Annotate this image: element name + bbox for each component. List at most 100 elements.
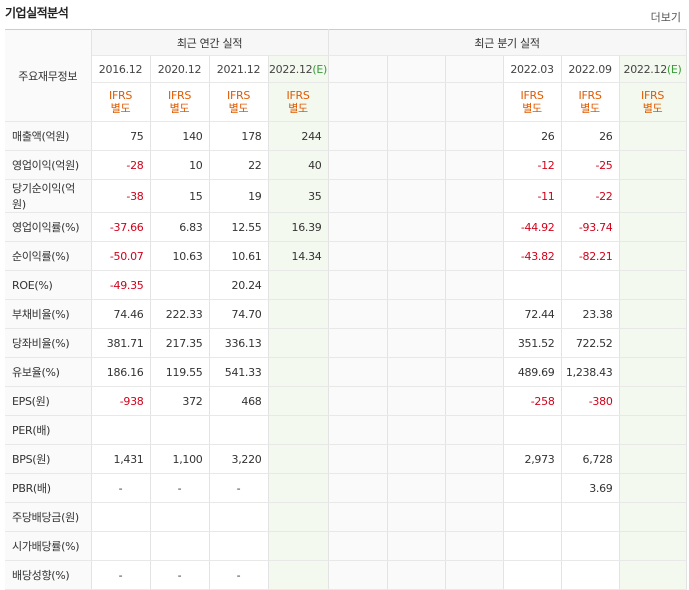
basis-header: IFRS 별도 <box>209 82 269 122</box>
row-label: 당좌비율(%) <box>5 328 92 358</box>
period-header <box>387 55 446 83</box>
cell <box>268 386 329 416</box>
cell <box>328 531 388 561</box>
basis: 별도 <box>228 102 249 115</box>
cell <box>387 270 446 300</box>
cell <box>387 357 446 387</box>
cell: 186.16 <box>91 357 151 387</box>
cell: -25 <box>561 150 620 180</box>
basis: IFRS <box>520 89 544 102</box>
cell: 722.52 <box>561 328 620 358</box>
cell <box>268 473 329 503</box>
row-label: 순이익률(%) <box>5 241 92 271</box>
estimate-mark: (E) <box>312 62 328 76</box>
period-header: 2022.09 <box>561 55 620 83</box>
row-header: 주요재무정보 <box>5 29 92 122</box>
period-header: 2022.03 <box>503 55 562 83</box>
row-label: 영업이익률(%) <box>5 212 92 242</box>
data-row: 영업이익률(%) -37.66 6.83 12.55 16.39 -44.92 -93.74 <box>5 212 687 242</box>
cell: 3,220 <box>209 444 269 474</box>
cell <box>268 270 329 300</box>
period: 2016.12 <box>98 62 143 76</box>
cell <box>445 212 504 242</box>
more-link[interactable]: 더보기 <box>650 11 681 24</box>
cell <box>445 444 504 474</box>
cell <box>328 270 388 300</box>
cell: -12 <box>503 150 562 180</box>
data-row: 주당배당금(원) <box>5 502 687 532</box>
cell: - <box>150 473 210 503</box>
cell: 74.70 <box>209 299 269 329</box>
cell: 468 <box>209 386 269 416</box>
cell: 6,728 <box>561 444 620 474</box>
basis: 별도 <box>169 102 190 115</box>
cell: 10 <box>150 150 210 180</box>
cell <box>387 502 446 532</box>
cell: 12.55 <box>209 212 269 242</box>
cell: -50.07 <box>91 241 151 271</box>
cell: 222.33 <box>150 299 210 329</box>
basis-header <box>387 82 446 122</box>
cell <box>328 444 388 474</box>
cell <box>328 502 388 532</box>
cell: 22 <box>209 150 269 180</box>
basis-header: IFRS 별도 <box>91 82 151 122</box>
row-label: 매출액(억원) <box>5 121 92 151</box>
period-header: 2020.12 <box>150 55 210 83</box>
cell: - <box>91 473 151 503</box>
cell <box>445 270 504 300</box>
cell <box>445 473 504 503</box>
cell: 35 <box>268 179 329 213</box>
row-label: 부채비율(%) <box>5 299 92 329</box>
cell: - <box>150 560 210 590</box>
row-label: 배당성향(%) <box>5 560 92 590</box>
cell <box>150 270 210 300</box>
cell <box>619 270 687 300</box>
cell <box>445 386 504 416</box>
cell <box>328 150 388 180</box>
cell <box>328 560 388 590</box>
cell: -82.21 <box>561 241 620 271</box>
cell <box>619 212 687 242</box>
cell <box>619 357 687 387</box>
group-header: 최근 연간 실적 <box>91 29 329 56</box>
row-label: PBR(배) <box>5 473 92 503</box>
basis-header: IFRS 별도 <box>150 82 210 122</box>
cell <box>619 328 687 358</box>
cell <box>387 415 446 445</box>
data-row: 부채비율(%) 74.46 222.33 74.70 72.44 23.38 <box>5 299 687 329</box>
cell: 19 <box>209 179 269 213</box>
period-header: 2021.12 <box>209 55 269 83</box>
basis: IFRS <box>286 89 310 102</box>
cell <box>387 121 446 151</box>
cell: 10.63 <box>150 241 210 271</box>
cell: 1,100 <box>150 444 210 474</box>
cell <box>387 179 446 213</box>
basis: 별도 <box>580 102 600 115</box>
cell: -37.66 <box>91 212 151 242</box>
data-row: BPS(원) 1,431 1,100 3,220 2,973 6,728 <box>5 444 687 474</box>
cell <box>387 150 446 180</box>
cell: 372 <box>150 386 210 416</box>
row-label: 시가배당률(%) <box>5 531 92 561</box>
cell <box>619 150 687 180</box>
period-header <box>328 55 388 83</box>
cell: 14.34 <box>268 241 329 271</box>
row-label: PER(배) <box>5 415 92 445</box>
section-title: 기업실적분석 <box>5 6 69 20</box>
cell <box>619 560 687 590</box>
cell <box>503 531 562 561</box>
data-row: 당좌비율(%) 381.71 217.35 336.13 351.52 722.52 <box>5 328 687 358</box>
cell: 23.38 <box>561 299 620 329</box>
cell: - <box>91 560 151 590</box>
cell <box>619 531 687 561</box>
cell <box>503 560 562 590</box>
cell <box>619 444 687 474</box>
period: 2022.12 <box>268 62 313 76</box>
cell <box>387 241 446 271</box>
cell: -49.35 <box>91 270 151 300</box>
cell: 119.55 <box>150 357 210 387</box>
cell <box>445 150 504 180</box>
cell: 2,973 <box>503 444 562 474</box>
cell <box>91 531 151 561</box>
